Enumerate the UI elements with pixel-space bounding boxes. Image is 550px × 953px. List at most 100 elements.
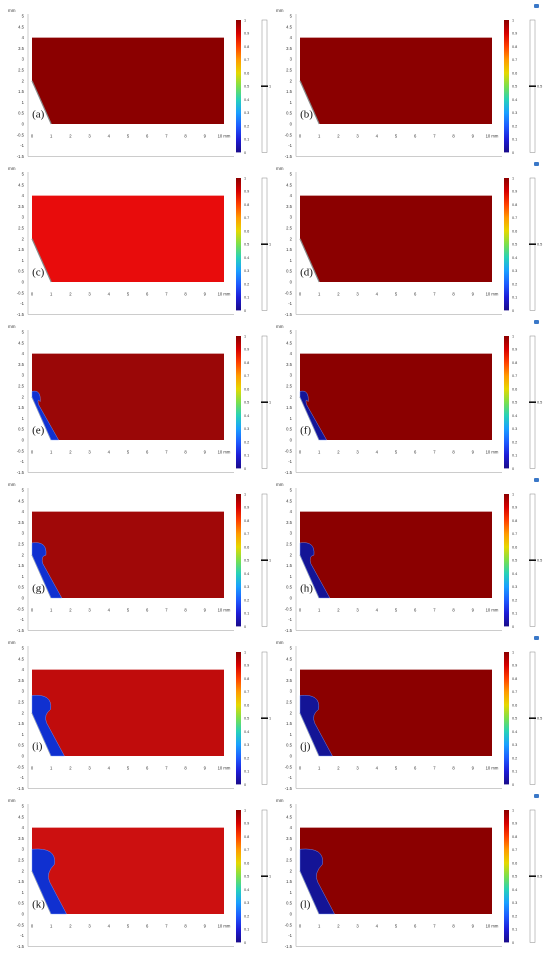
unit-label: mm bbox=[8, 640, 16, 645]
unit-label: mm bbox=[276, 324, 284, 329]
y-tick-label: 2.5 bbox=[286, 858, 292, 863]
colorbar-tick-label: 0.3 bbox=[244, 111, 249, 115]
y-tick-label: 4 bbox=[22, 667, 25, 672]
y-tick-label: 2.5 bbox=[286, 542, 292, 547]
y-tick-label: -1.5 bbox=[285, 312, 293, 317]
colorbar-tick-label: 1 bbox=[244, 493, 246, 497]
panel-label: (l) bbox=[300, 899, 311, 911]
y-tick-label: 3 bbox=[290, 847, 293, 852]
contour-label: 0.5 bbox=[537, 401, 542, 405]
x-tick-label: 9 bbox=[204, 133, 207, 138]
contour-label: 1 bbox=[269, 717, 271, 721]
colorbar-tick-label: 0.4 bbox=[512, 572, 517, 576]
y-tick-label: 4 bbox=[22, 193, 25, 198]
colorbar-tick-label: 0.5 bbox=[244, 559, 249, 563]
x-tick-label: 4 bbox=[376, 923, 379, 928]
camera-icon[interactable] bbox=[534, 4, 539, 8]
y-tick-label: -1 bbox=[288, 617, 292, 622]
x-tick-label: 1 bbox=[318, 291, 321, 296]
colorbar-tick-label: 0.2 bbox=[512, 756, 517, 760]
camera-icon[interactable] bbox=[534, 320, 539, 324]
colorbar-tick-label: 0.7 bbox=[512, 216, 517, 220]
colorbar-tick-label: 0.3 bbox=[244, 585, 249, 589]
camera-icon[interactable] bbox=[534, 794, 539, 798]
panel-c: mm 5 4.5 4 3.5 3 2.5 2 1.5 1 0.5 0 -0.5 -1 -1.5 0 1 2 3 4 5 6… bbox=[4, 160, 272, 317]
camera-icon[interactable] bbox=[534, 636, 539, 640]
colorbar bbox=[236, 652, 241, 785]
colorbar-tick-label: 0.3 bbox=[512, 427, 517, 431]
y-tick-label: 0.5 bbox=[286, 901, 292, 906]
y-tick-label: 0.5 bbox=[18, 743, 24, 748]
x-tick-label: 9 bbox=[204, 765, 207, 770]
y-tick-label: 1.5 bbox=[18, 563, 24, 568]
x-tick-label: 6 bbox=[146, 449, 149, 454]
x-tick-label: 3 bbox=[356, 607, 359, 612]
x-tick-label: 4 bbox=[376, 449, 379, 454]
colorbar-tick-label: 0.2 bbox=[244, 124, 249, 128]
panel-i: mm 5 4.5 4 3.5 3 2.5 2 1.5 1 0.5 0 -0.5 -1 -1.5 0 1 2 3 4 5 6… bbox=[4, 634, 272, 791]
fluid-domain bbox=[300, 827, 492, 914]
panel-label: (a) bbox=[32, 109, 45, 121]
y-tick-label: 1 bbox=[22, 258, 25, 263]
colorbar-tick-label: 0.3 bbox=[512, 269, 517, 273]
x-tick-label: 10 mm bbox=[218, 923, 231, 928]
colorbar-tick-label: 0 bbox=[244, 309, 246, 313]
y-tick-label: 0.5 bbox=[18, 427, 24, 432]
y-tick-label: 1 bbox=[290, 416, 293, 421]
x-tick-label: 4 bbox=[376, 607, 379, 612]
panel-l: mm 5 4.5 4 3.5 3 2.5 2 1.5 1 0.5 0 -0.5 -1 -1.5 0 1 2 3 4 5 6… bbox=[272, 792, 542, 949]
colorbar-tick-label: 0.4 bbox=[512, 98, 517, 102]
colorbar-tick-label: 1 bbox=[512, 19, 514, 23]
x-tick-label: 10 mm bbox=[218, 291, 231, 296]
simulation-plot: mm 5 4.5 4 3.5 3 2.5 2 1.5 1 0.5 0 -0.5 -1 -1.5 0 1 2 3 4 5 6… bbox=[276, 478, 542, 633]
y-tick-label: 4 bbox=[290, 35, 293, 40]
colorbar-tick-label: 0.8 bbox=[512, 519, 517, 523]
x-tick-label: 6 bbox=[414, 133, 417, 138]
x-tick-label: 1 bbox=[318, 607, 321, 612]
y-tick-label: 0 bbox=[290, 280, 293, 285]
x-tick-label: 0 bbox=[299, 449, 302, 454]
colorbar-tick-label: 0.5 bbox=[512, 875, 517, 879]
x-tick-label: 0 bbox=[299, 923, 302, 928]
contour-label: 0.5 bbox=[537, 559, 542, 563]
colorbar-tick-label: 0.3 bbox=[244, 269, 249, 273]
x-tick-label: 7 bbox=[165, 449, 168, 454]
colorbar-tick-label: 0 bbox=[244, 941, 246, 945]
colorbar-tick-label: 1 bbox=[244, 19, 246, 23]
x-tick-label: 7 bbox=[165, 923, 168, 928]
colorbar-tick-label: 0.3 bbox=[512, 585, 517, 589]
colorbar-tick-label: 0.2 bbox=[512, 440, 517, 444]
x-tick-label: 5 bbox=[395, 133, 398, 138]
x-tick-label: 2 bbox=[69, 291, 72, 296]
colorbar-tick-label: 0.5 bbox=[512, 243, 517, 247]
x-tick-label: 9 bbox=[472, 607, 475, 612]
x-tick-label: 8 bbox=[184, 923, 187, 928]
camera-icon[interactable] bbox=[534, 162, 539, 166]
y-tick-label: 4 bbox=[22, 509, 25, 514]
x-tick-label: 2 bbox=[337, 133, 340, 138]
camera-icon[interactable] bbox=[534, 478, 539, 482]
y-tick-label: 2.5 bbox=[286, 68, 292, 73]
colorbar-tick-label: 0.7 bbox=[244, 690, 249, 694]
y-tick-label: 4 bbox=[290, 667, 293, 672]
x-tick-label: 1 bbox=[50, 291, 53, 296]
y-tick-label: 5 bbox=[290, 14, 293, 19]
colorbar-tick-label: 0.5 bbox=[244, 243, 249, 247]
colorbar-tick-label: 0.2 bbox=[244, 598, 249, 602]
unit-label: mm bbox=[8, 8, 16, 13]
colorbar-tick-label: 0.5 bbox=[244, 717, 249, 721]
x-tick-label: 9 bbox=[472, 923, 475, 928]
y-tick-label: 1.5 bbox=[286, 879, 292, 884]
y-tick-label: 0 bbox=[22, 754, 25, 759]
y-tick-label: 2 bbox=[290, 710, 293, 715]
colorbar bbox=[236, 178, 241, 311]
liquid-phase bbox=[299, 695, 333, 757]
y-tick-label: 3 bbox=[22, 373, 25, 378]
colorbar-tick-label: 0.2 bbox=[244, 756, 249, 760]
y-tick-label: -1.5 bbox=[285, 154, 293, 159]
panel-e: mm 5 4.5 4 3.5 3 2.5 2 1.5 1 0.5 0 -0.5 -1 -1.5 0 1 2 3 4 5 6… bbox=[4, 318, 272, 475]
colorbar-tick-label: 0.4 bbox=[244, 98, 249, 102]
colorbar-tick-label: 0 bbox=[244, 625, 246, 629]
y-tick-label: 3.5 bbox=[286, 46, 292, 51]
contour-marker bbox=[261, 85, 268, 87]
